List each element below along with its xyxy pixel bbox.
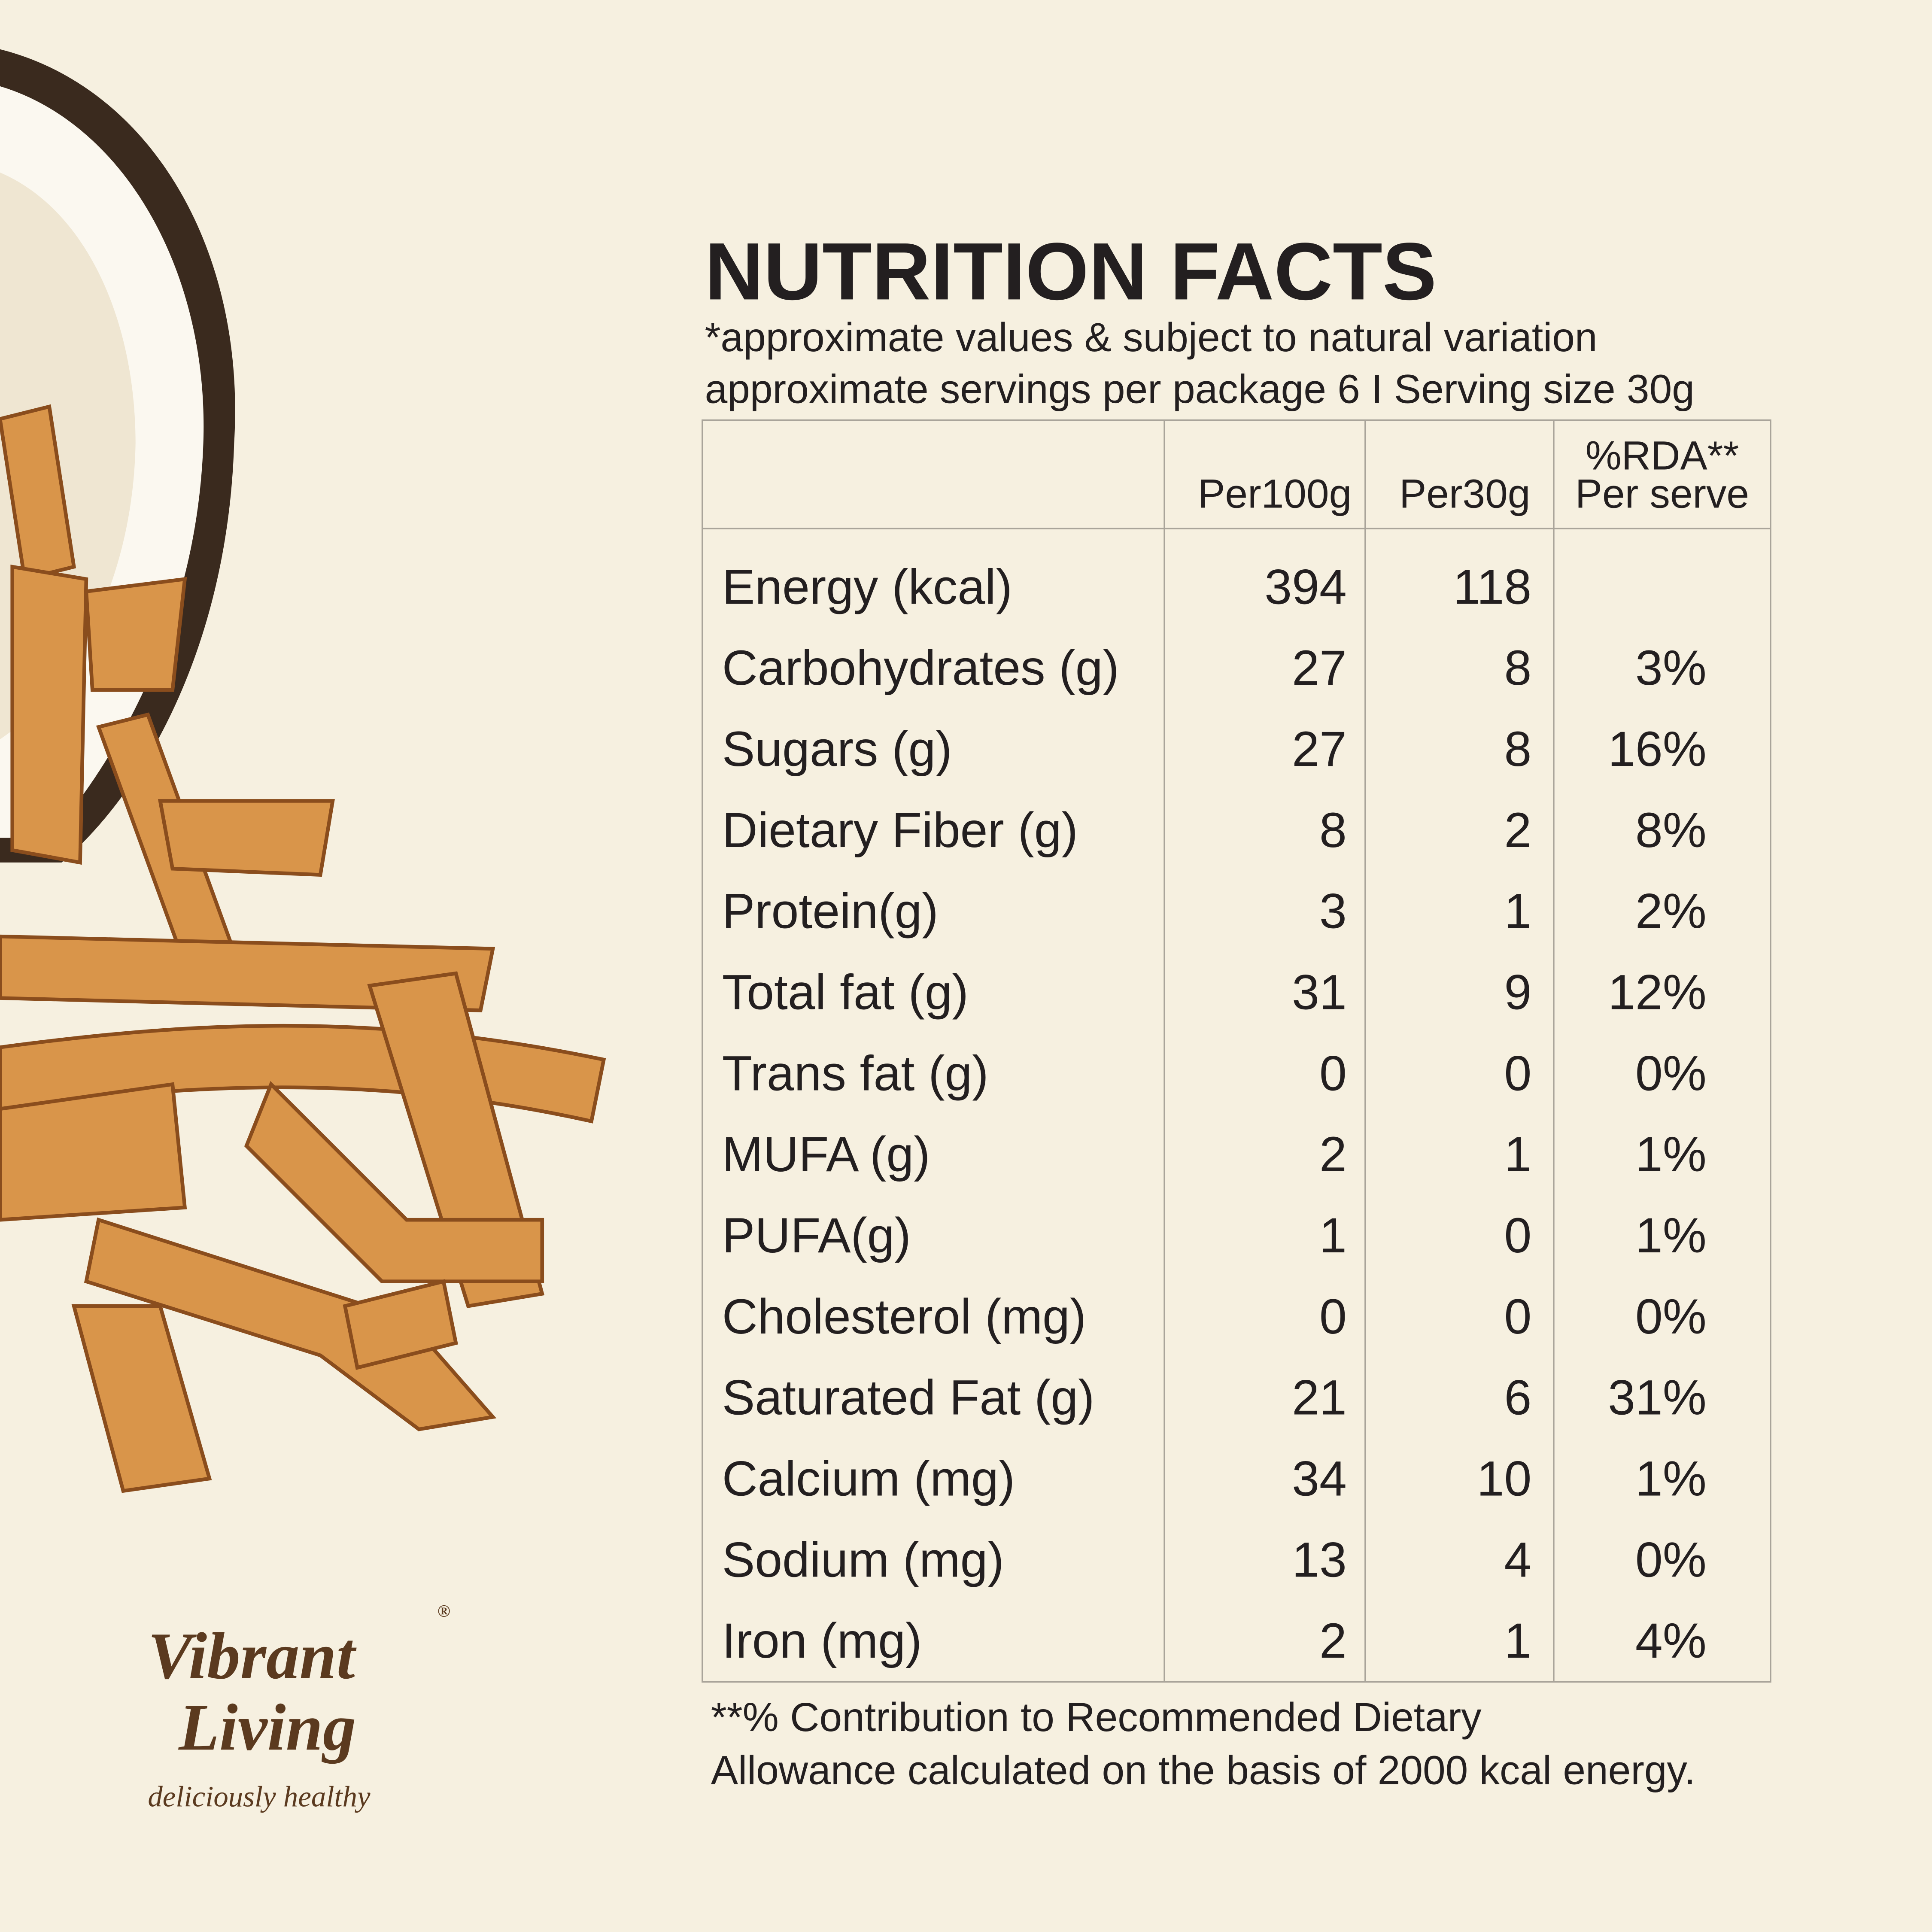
nutrient-name: Energy (kcal): [722, 559, 1012, 614]
nutrient-value: 1%: [1635, 1127, 1707, 1182]
nutrient-value: 0: [1504, 1289, 1531, 1344]
nutrient-value: 0: [1504, 1046, 1531, 1101]
nutrient-name: Sodium (mg): [722, 1532, 1004, 1587]
nutrient-value: 3: [1319, 884, 1347, 939]
nutrient-value: 1%: [1635, 1208, 1707, 1263]
nutrient-value: 0%: [1635, 1532, 1707, 1587]
nutrient-value: 34: [1292, 1451, 1347, 1506]
nutrient-name: Dietary Fiber (g): [722, 803, 1078, 858]
nutrient-value: 9: [1504, 965, 1531, 1020]
coconut-illustration: [0, 49, 606, 1493]
nutrient-value: 1: [1319, 1208, 1347, 1263]
nutrient-value: 3%: [1635, 641, 1707, 696]
nutrient-value: 31: [1292, 965, 1347, 1020]
nutrient-value: 8%: [1635, 803, 1707, 858]
nutrient-value: 16%: [1608, 722, 1707, 777]
column-header: Per30g: [1399, 471, 1530, 516]
nutrient-name: Calcium (mg): [722, 1451, 1015, 1506]
nutrient-value: 118: [1453, 559, 1531, 614]
logo: Vibrant ® Living deliciously healthy: [148, 1601, 450, 1813]
column-header: %RDA**: [1586, 433, 1739, 478]
serving-info: approximate servings per package 6 I Ser…: [705, 366, 1695, 412]
nutrient-value: 2: [1319, 1613, 1347, 1668]
nutrient-value: 2%: [1635, 884, 1707, 939]
nutrient-value: 4%: [1635, 1613, 1707, 1668]
nutrient-value: 4: [1504, 1532, 1531, 1587]
nutrient-value: 394: [1264, 559, 1347, 614]
logo-line: Vibrant: [148, 1619, 356, 1693]
nutrient-value: 21: [1292, 1370, 1347, 1425]
nutrient-name: Carbohydrates (g): [722, 641, 1119, 696]
nutrient-value: 1: [1504, 1127, 1531, 1182]
logo-tagline: deliciously healthy: [148, 1780, 371, 1813]
footnote: Allowance calculated on the basis of 200…: [711, 1748, 1695, 1793]
nutrient-value: 2: [1504, 803, 1531, 858]
nutrient-value: 12%: [1608, 965, 1707, 1020]
nutrient-value: 13: [1292, 1532, 1347, 1587]
nutrient-value: 6: [1504, 1370, 1531, 1425]
column-header: Per serve: [1575, 471, 1749, 516]
nutrient-name: Total fat (g): [722, 965, 969, 1020]
nutrient-value: 10: [1477, 1451, 1532, 1506]
nutrition-table: Per100g Per30g %RDA**Per serve Energy (kcal…: [702, 419, 1771, 1683]
nutrient-value: 1%: [1635, 1451, 1707, 1506]
logo-line: Living: [178, 1690, 356, 1764]
table-border: [702, 419, 1771, 1683]
nutrient-name: MUFA (g): [722, 1127, 930, 1182]
logo-mark: ®: [437, 1601, 450, 1620]
nutrient-value: 0: [1504, 1208, 1531, 1263]
nutrient-value: 2: [1319, 1127, 1347, 1182]
nutrient-value: 8: [1319, 803, 1347, 858]
nutrient-name: Sugars (g): [722, 722, 952, 777]
nutrient-name: Cholesterol (mg): [722, 1289, 1086, 1344]
note: *approximate values & subject to natural…: [705, 315, 1598, 360]
nutrient-value: 27: [1292, 641, 1347, 696]
nutrient-value: 27: [1292, 722, 1347, 777]
nutrient-value: 8: [1504, 722, 1531, 777]
nutrient-value: 8: [1504, 641, 1531, 696]
nutrient-name: Saturated Fat (g): [722, 1370, 1095, 1425]
nutrient-value: 1: [1504, 884, 1531, 939]
column-header: Per100g: [1198, 471, 1352, 516]
nutrient-value: 0: [1319, 1289, 1347, 1344]
nutrient-name: Protein(g): [722, 884, 939, 939]
nutrient-value: 0: [1319, 1046, 1347, 1101]
nutrient-name: PUFA(g): [722, 1208, 911, 1263]
nutrient-value: 31%: [1608, 1370, 1707, 1425]
nutrient-value: 0%: [1635, 1046, 1707, 1101]
nutrient-value: 0%: [1635, 1289, 1707, 1344]
title: NUTRITION FACTS: [705, 226, 1437, 317]
footnote: **% Contribution to Recommended Dietary: [711, 1695, 1482, 1740]
nutrient-name: Iron (mg): [722, 1613, 922, 1668]
nutrient-value: 1: [1504, 1613, 1531, 1668]
nutrient-name: Trans fat (g): [722, 1046, 989, 1101]
